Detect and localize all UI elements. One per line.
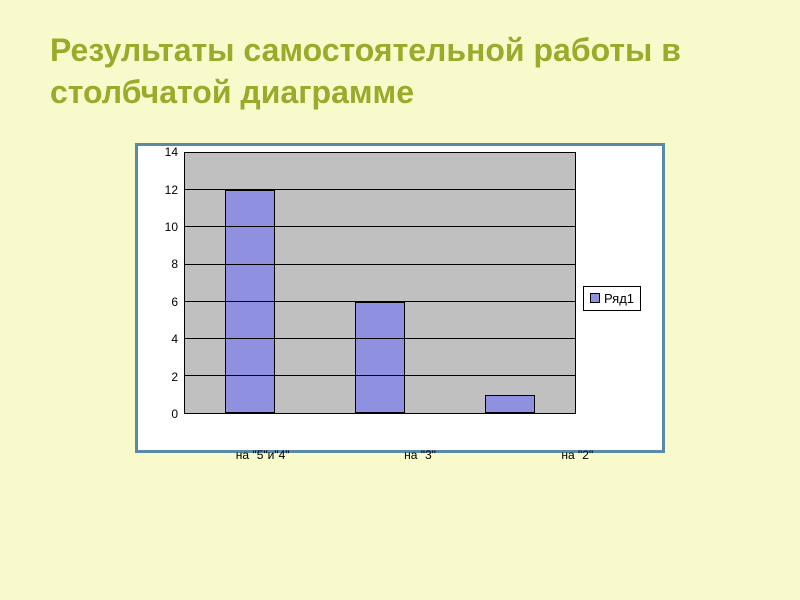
plot-top: 02468101214 [144,152,576,414]
legend-box: Ряд1 [583,286,641,311]
legend-region: Ряд1 [576,152,656,444]
chart-inner: 02468101214 на "5"и"4"на "3"на "2" Ряд1 [144,152,656,444]
y-tick-label: 12 [165,183,178,197]
x-tick-label: на "3" [341,448,498,462]
x-tick-label: на "5"и"4" [184,448,341,462]
y-tick-label: 6 [171,295,178,309]
plot-wrap: 02468101214 на "5"и"4"на "3"на "2" [144,152,576,444]
y-tick-label: 2 [171,370,178,384]
x-axis-space: на "5"и"4"на "3"на "2" [144,414,576,444]
x-tick-label: на "2" [499,448,656,462]
legend-swatch [590,293,600,303]
bar [355,302,405,413]
slide-title: Результаты самостоятельной работы в стол… [50,30,750,113]
y-tick-label: 0 [171,407,178,421]
gridline [185,226,575,227]
bar [485,395,535,414]
gridline [185,301,575,302]
gridline [185,264,575,265]
y-tick-label: 4 [171,332,178,346]
gridline [185,189,575,190]
y-tick-label: 14 [165,145,178,159]
y-tick-label: 8 [171,257,178,271]
y-tick-label: 10 [165,220,178,234]
x-labels: на "5"и"4"на "3"на "2" [184,448,656,462]
y-axis: 02468101214 [144,152,184,414]
gridline [185,375,575,376]
slide: Результаты самостоятельной работы в стол… [0,0,800,600]
gridline [185,338,575,339]
legend-label: Ряд1 [604,291,634,306]
bar [225,190,275,413]
plot-area [184,152,576,414]
chart-container: 0 2 4 6 8 10 12 14 на "5"и"4"на "3"на "2" Ряд1 [135,143,665,453]
